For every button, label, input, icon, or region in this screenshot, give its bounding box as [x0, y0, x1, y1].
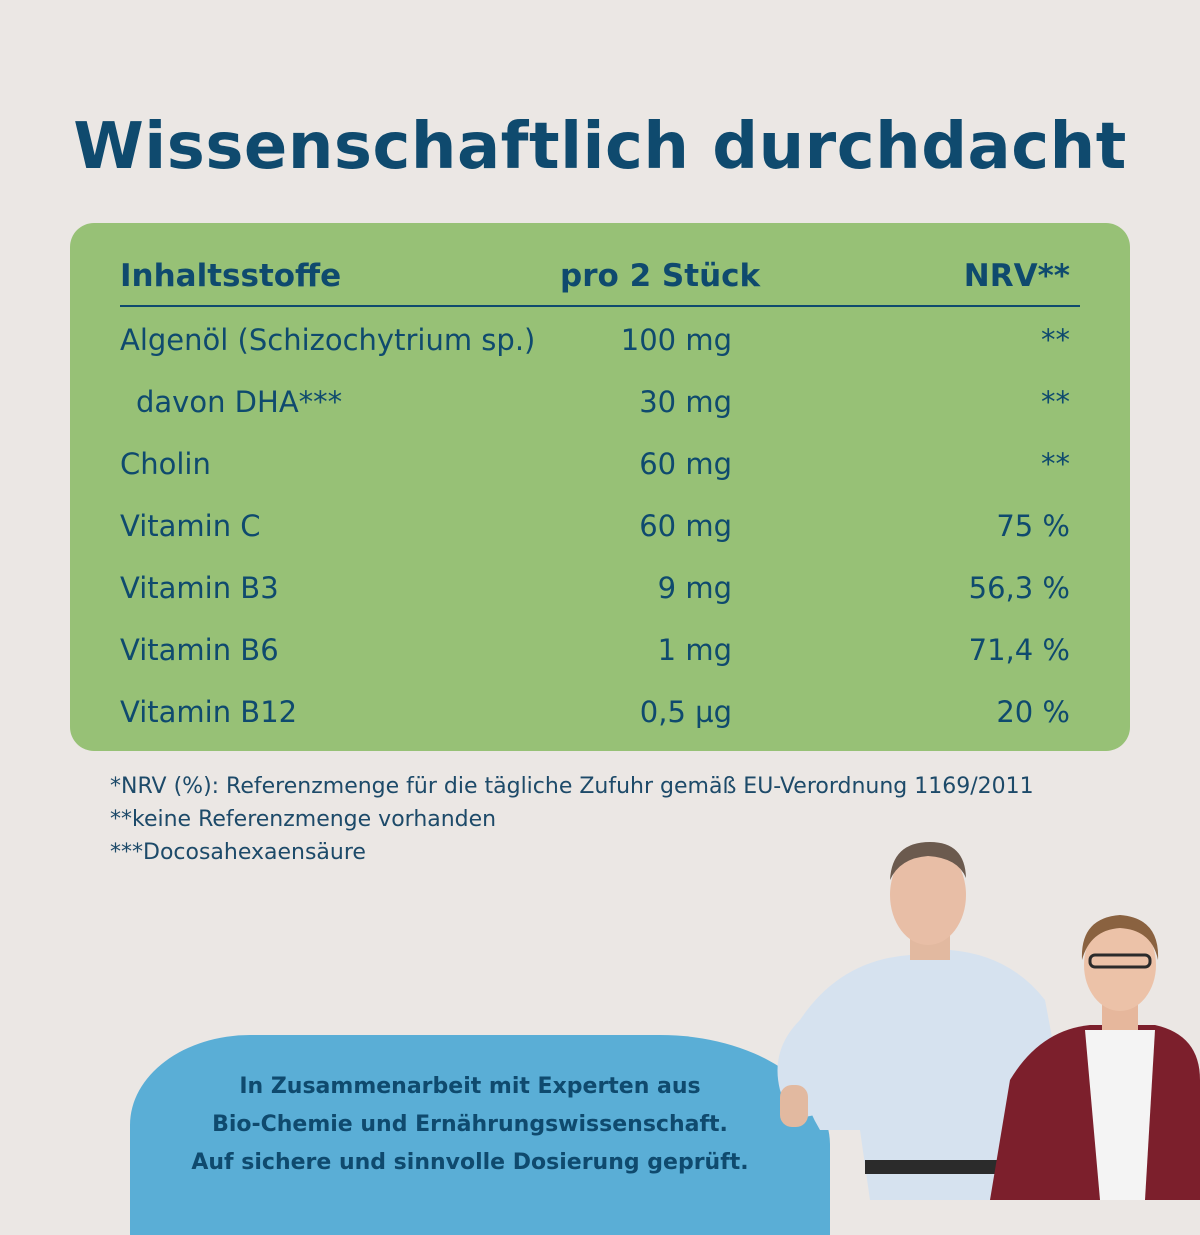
ingredient-nrv: 20 % — [996, 695, 1070, 729]
ingredient-name: davon DHA*** — [136, 385, 343, 419]
woman-head — [1084, 919, 1156, 1011]
ingredient-nrv: 71,4 % — [968, 633, 1070, 667]
statement-line: Auf sichere und sinnvolle Dosierung gepr… — [191, 1150, 749, 1175]
ingredient-name: Algenöl (Schizochytrium sp.) — [120, 323, 536, 357]
table-header: Inhaltsstoffe pro 2 Stück NRV** — [120, 253, 1080, 307]
ingredient-amount: 100 mg — [620, 323, 732, 357]
woman-hair — [1081, 915, 1159, 960]
man-shirt — [797, 950, 1060, 1200]
footnotes: *NRV (%): Referenzmenge für die tägliche… — [110, 770, 1034, 869]
table-row: Vitamin B6 1 mg 71,4 % — [120, 633, 1070, 673]
ingredient-name: Vitamin B6 — [120, 633, 279, 667]
table-row: davon DHA*** 30 mg ** — [120, 385, 1070, 425]
ingredient-amount: 1 mg — [657, 633, 732, 667]
expert-statement: In Zusammenarbeit mit Experten aus Bio-C… — [150, 1068, 790, 1182]
table-row: Cholin 60 mg ** — [120, 447, 1070, 487]
table-row: Vitamin C 60 mg 75 % — [120, 509, 1070, 549]
ingredient-nrv: ** — [1041, 385, 1070, 419]
page-title: Wissenschaftlich durchdacht — [73, 110, 1127, 184]
header-ingredients: Inhaltsstoffe — [120, 258, 342, 294]
man-hair — [890, 842, 966, 880]
header-amount: pro 2 Stück — [560, 258, 761, 294]
man-hand — [780, 1085, 808, 1127]
ingredient-amount: 9 mg — [657, 571, 732, 605]
woman-blouse — [1085, 1030, 1155, 1200]
ingredient-name: Vitamin B3 — [120, 571, 279, 605]
ingredient-name: Cholin — [120, 447, 211, 481]
ingredient-name: Vitamin B12 — [120, 695, 298, 729]
ingredient-nrv: ** — [1041, 323, 1070, 357]
ingredient-nrv: 56,3 % — [968, 571, 1070, 605]
table-row: Vitamin B12 0,5 µg 20 % — [120, 695, 1070, 735]
woman-glasses — [1088, 953, 1152, 969]
experts-photo — [777, 842, 1200, 1200]
ingredient-nrv: ** — [1041, 447, 1070, 481]
statement-line: In Zusammenarbeit mit Experten aus — [239, 1074, 701, 1099]
footnote-no-reference: **keine Referenzmenge vorhanden — [110, 807, 497, 832]
man-head — [890, 845, 966, 945]
nutrition-table-card: Inhaltsstoffe pro 2 Stück NRV** Algenöl … — [70, 223, 1130, 751]
ingredient-amount: 60 mg — [639, 447, 732, 481]
table-row: Algenöl (Schizochytrium sp.) 100 mg ** — [120, 323, 1070, 363]
footnote-nrv: *NRV (%): Referenzmenge für die tägliche… — [110, 774, 1034, 799]
table-row: Vitamin B3 9 mg 56,3 % — [120, 571, 1070, 611]
ingredient-amount: 60 mg — [639, 509, 732, 543]
ingredient-nrv: 75 % — [996, 509, 1070, 543]
ingredient-amount: 30 mg — [639, 385, 732, 419]
statement-line: Bio-Chemie und Ernährungswissenschaft. — [212, 1112, 728, 1137]
ingredient-amount: 0,5 µg — [639, 695, 732, 729]
header-nrv: NRV** — [963, 258, 1070, 294]
ingredient-name: Vitamin C — [120, 509, 261, 543]
footnote-dha: ***Docosahexaensäure — [110, 840, 366, 865]
